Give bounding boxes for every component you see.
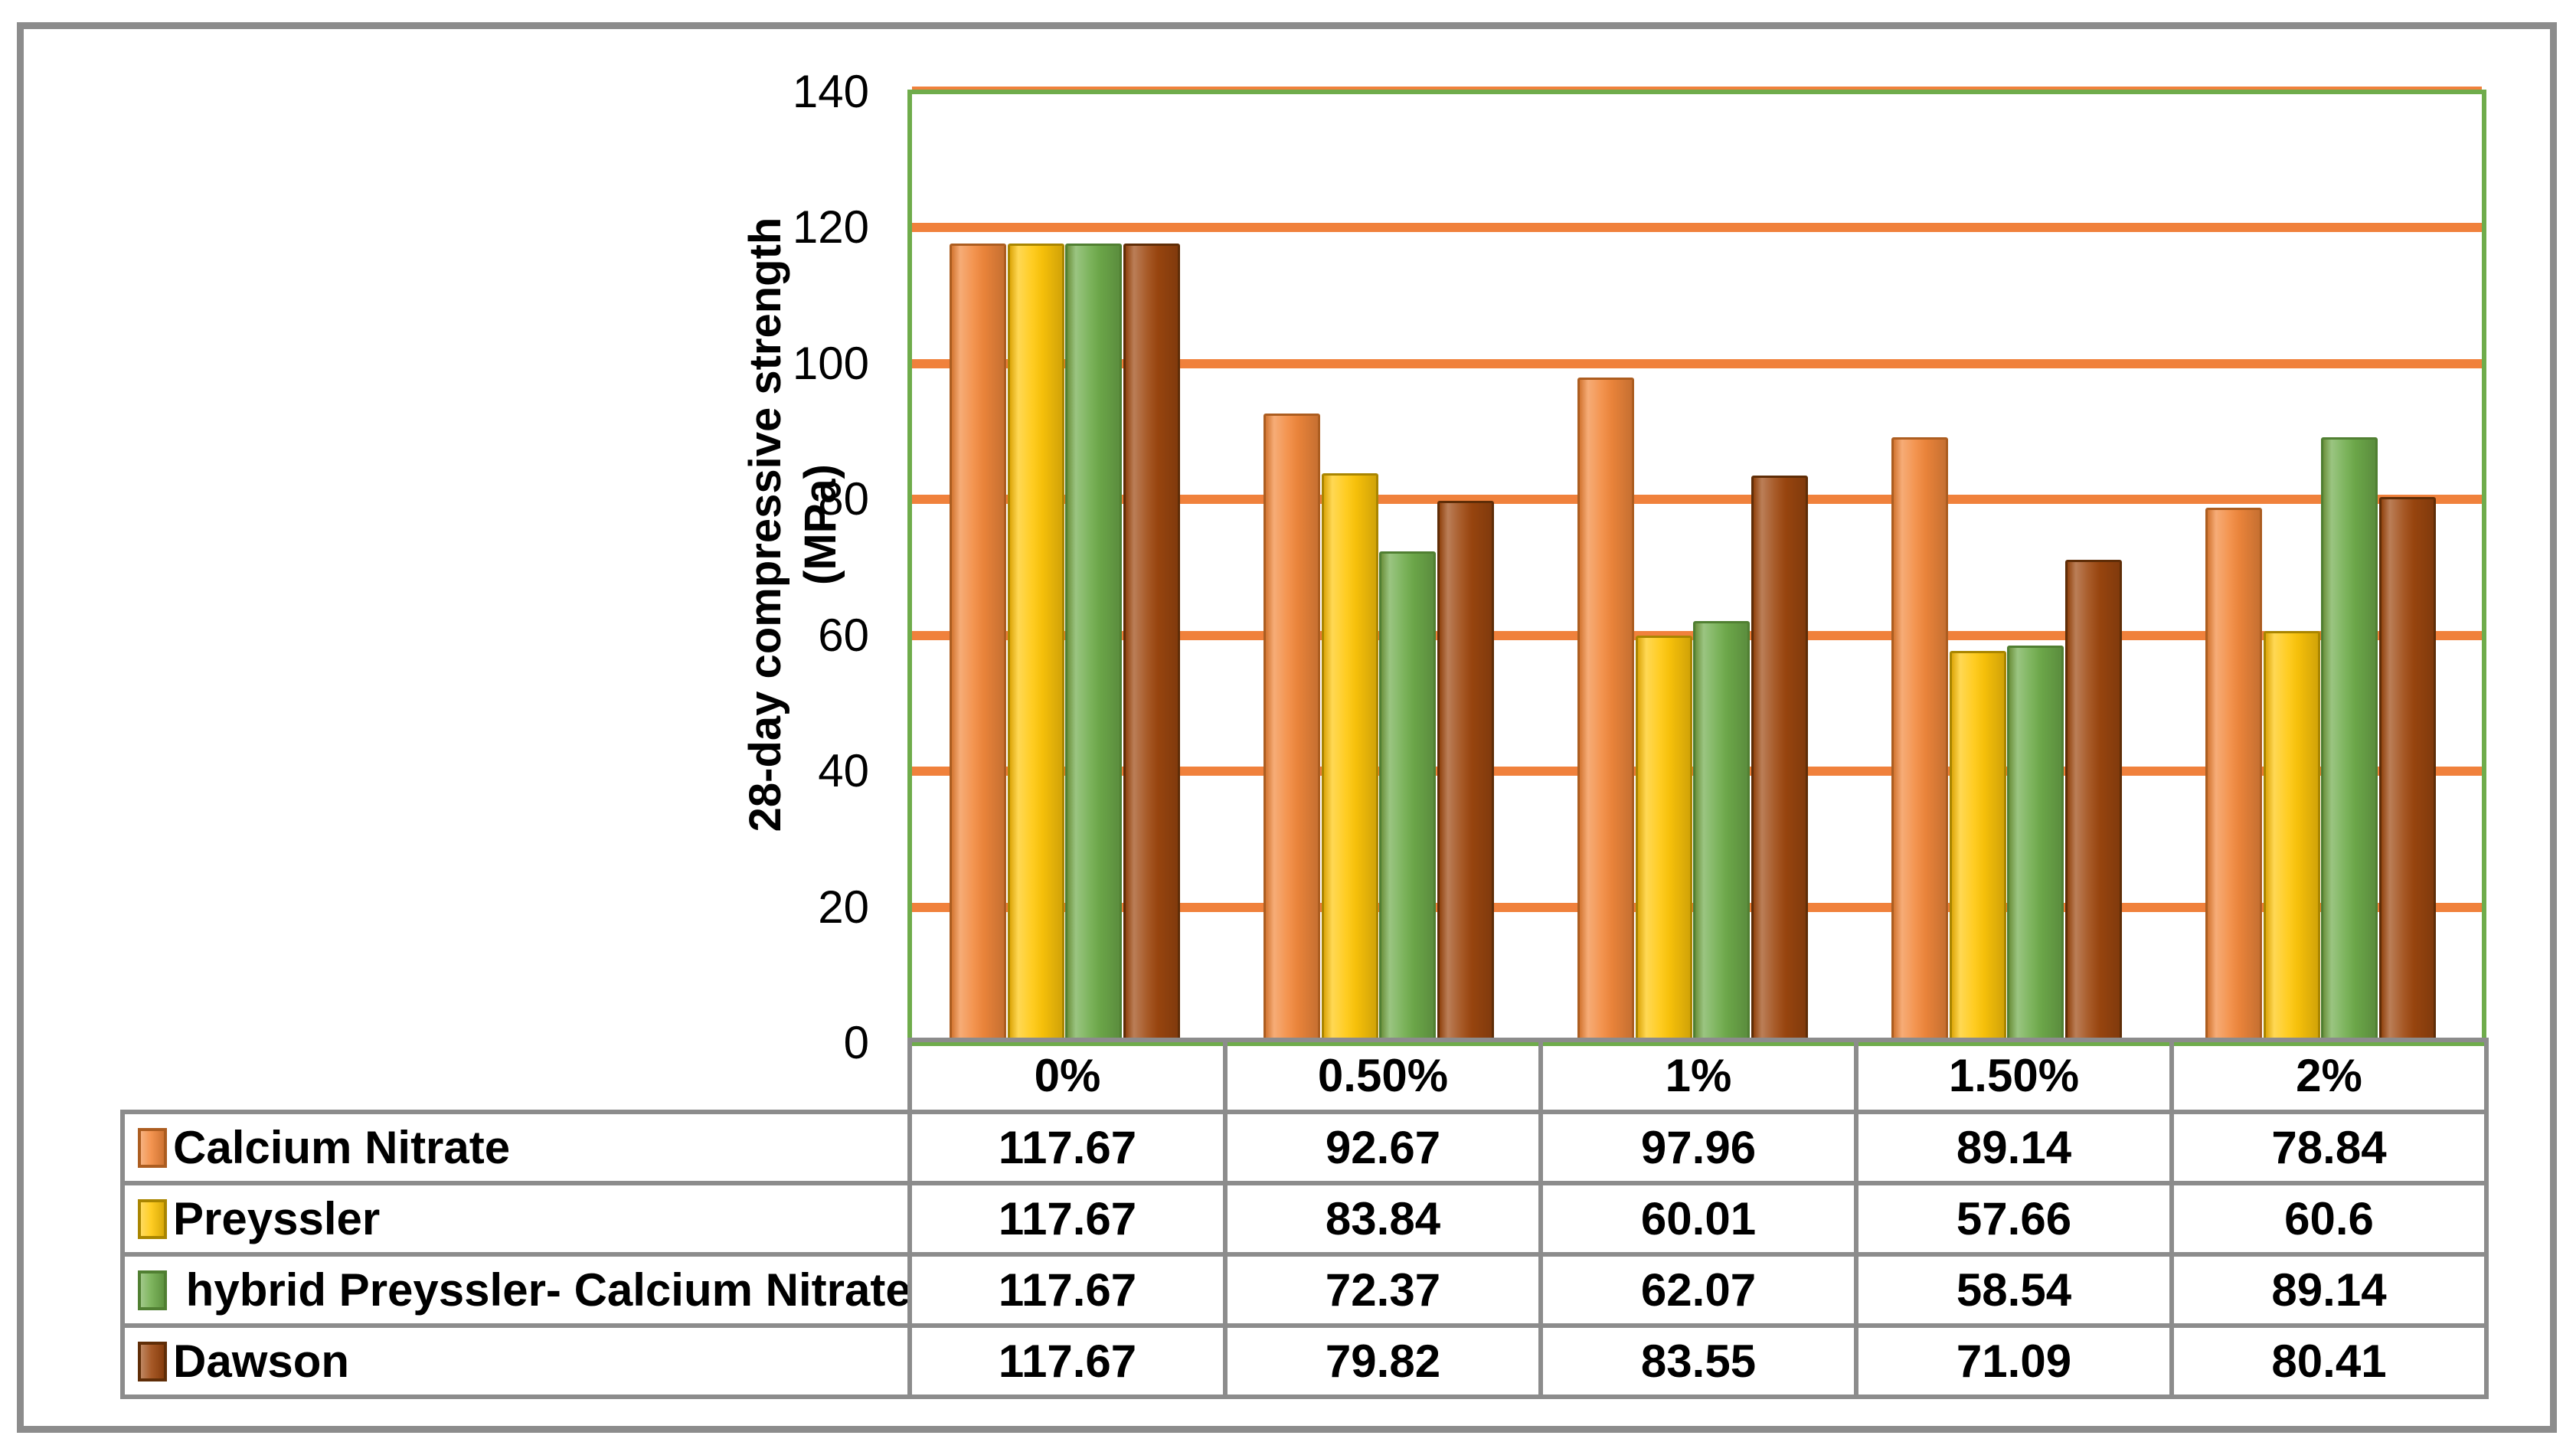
plot-bottom-border	[907, 1041, 2486, 1046]
table-vline-4	[2169, 1041, 2174, 1399]
legend-swatch	[138, 1198, 167, 1239]
legend-item: hybrid Preyssler- Calcium Nitrate	[125, 1257, 907, 1323]
y-axis-tick-label: 80	[818, 473, 869, 525]
bar-calcium-nitrate-0%	[950, 244, 1006, 1043]
bar-calcium-nitrate-2%	[2205, 508, 2262, 1043]
bar-hybrid-preyssler-calcium-nitrate-0%	[1065, 244, 1122, 1043]
value-cell: 83.84	[1325, 1193, 1441, 1244]
table-hline-4	[120, 1395, 2489, 1399]
y-axis-tick-label: 20	[818, 881, 869, 933]
y-axis-tick-label: 120	[792, 201, 869, 253]
category-label: 2%	[2296, 1050, 2362, 1101]
category-label: 1.50%	[1948, 1050, 2080, 1101]
bar-preyssler-0.50%	[1322, 473, 1378, 1043]
bar-preyssler-1.50%	[1950, 651, 2006, 1043]
y-axis-tick-label: 100	[792, 338, 869, 389]
value-cell: 60.01	[1640, 1193, 1757, 1244]
bar-preyssler-1%	[1636, 636, 1692, 1043]
y-axis-tick-label: 60	[818, 610, 869, 661]
value-cell: 83.55	[1640, 1336, 1757, 1387]
table-vline-3	[1854, 1041, 1858, 1399]
value-cell: 79.82	[1325, 1336, 1441, 1387]
value-cell: 72.37	[1325, 1264, 1441, 1316]
bar-dawson-2%	[2379, 497, 2436, 1043]
bar-dawson-1%	[1751, 476, 1808, 1043]
value-cell: 58.54	[1956, 1264, 2072, 1316]
legend-label: Preyssler	[173, 1193, 381, 1244]
plot-area	[907, 90, 2486, 1043]
value-cell: 57.66	[1956, 1193, 2072, 1244]
bar-calcium-nitrate-0.50%	[1263, 414, 1320, 1043]
legend-item: Preyssler	[125, 1185, 907, 1252]
category-label: 1%	[1665, 1050, 1732, 1101]
value-cell: 89.14	[2271, 1264, 2387, 1316]
value-cell: 117.67	[998, 1264, 1137, 1316]
table-hline-3	[120, 1323, 2489, 1328]
table-hline-0	[120, 1110, 2489, 1114]
bar-calcium-nitrate-1%	[1577, 378, 1634, 1043]
legend-item: Calcium Nitrate	[125, 1114, 907, 1181]
bar-hybrid-preyssler-calcium-nitrate-0.50%	[1379, 551, 1436, 1043]
value-cell: 117.67	[998, 1193, 1137, 1244]
legend-label: hybrid Preyssler- Calcium Nitrate	[173, 1264, 907, 1316]
x-axis-line	[907, 1038, 2489, 1042]
bar-hybrid-preyssler-calcium-nitrate-1.50%	[2007, 646, 2064, 1043]
legend-label: Calcium Nitrate	[173, 1122, 511, 1173]
legend-label: Dawson	[173, 1336, 350, 1387]
value-cell: 71.09	[1956, 1336, 2072, 1387]
table-vline-5	[2484, 1041, 2489, 1399]
value-cell: 89.14	[1956, 1122, 2072, 1173]
y-axis-tick-label: 0	[843, 1017, 869, 1068]
gridline	[912, 223, 2482, 232]
bar-dawson-0%	[1123, 244, 1180, 1043]
legend-swatch	[138, 1127, 167, 1168]
category-label: 0%	[1034, 1050, 1101, 1101]
category-label: 0.50%	[1317, 1050, 1449, 1101]
value-cell: 78.84	[2271, 1122, 2387, 1173]
bar-preyssler-2%	[2264, 631, 2320, 1043]
bar-hybrid-preyssler-calcium-nitrate-1%	[1693, 621, 1750, 1043]
bar-preyssler-0%	[1008, 244, 1064, 1043]
value-cell: 80.41	[2271, 1336, 2387, 1387]
value-cell: 117.67	[998, 1336, 1137, 1387]
value-cell: 92.67	[1325, 1122, 1441, 1173]
y-axis-tick-label: 40	[818, 745, 869, 796]
value-cell: 62.07	[1640, 1264, 1757, 1316]
table-vline-2	[1538, 1041, 1543, 1399]
legend-swatch	[138, 1270, 167, 1310]
table-left-border	[120, 1110, 125, 1399]
value-cell: 117.67	[998, 1122, 1137, 1173]
table-vline-0	[907, 1041, 912, 1399]
table-vline-1	[1223, 1041, 1228, 1399]
table-hline-1	[120, 1181, 2489, 1185]
legend-swatch	[138, 1341, 167, 1381]
table-hline-2	[120, 1252, 2489, 1257]
value-cell: 60.6	[2284, 1193, 2374, 1244]
gridline	[912, 359, 2482, 368]
legend-item: Dawson	[125, 1328, 907, 1395]
y-axis-tick-label: 140	[792, 66, 869, 117]
value-cell: 97.96	[1640, 1122, 1757, 1173]
bar-hybrid-preyssler-calcium-nitrate-2%	[2321, 437, 2378, 1043]
bar-dawson-0.50%	[1437, 501, 1494, 1043]
bar-dawson-1.50%	[2065, 560, 2122, 1043]
bar-calcium-nitrate-1.50%	[1891, 437, 1948, 1043]
